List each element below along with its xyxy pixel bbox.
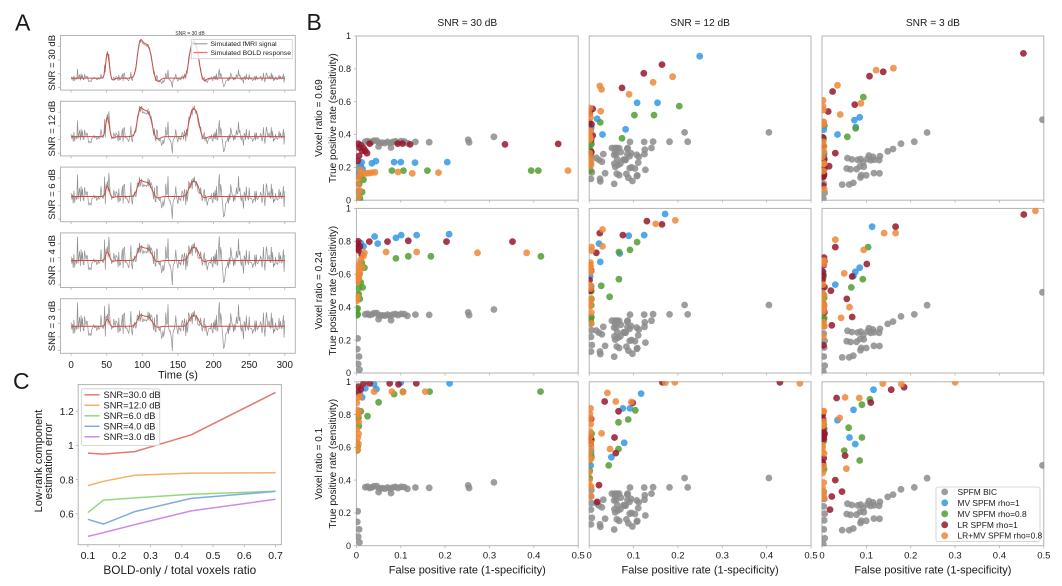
svg-text:SNR = 30 dB: SNR = 30 dB	[437, 18, 497, 29]
svg-text:Simulated BOLD response: Simulated BOLD response	[211, 50, 292, 57]
svg-text:1.2: 1.2	[60, 407, 74, 418]
svg-text:SNR=6.0 dB: SNR=6.0 dB	[104, 411, 156, 421]
svg-text:SNR=3.0 dB: SNR=3.0 dB	[104, 432, 156, 442]
svg-text:SNR = 12 dB: SNR = 12 dB	[47, 101, 58, 157]
svg-text:0.4: 0.4	[338, 475, 351, 485]
svg-text:SNR = 3 dB: SNR = 3 dB	[47, 301, 58, 351]
svg-text:SNR=4.0 dB: SNR=4.0 dB	[104, 422, 156, 432]
svg-text:SPFM BIC: SPFM BIC	[958, 487, 998, 497]
svg-text:0.6: 0.6	[338, 443, 351, 453]
svg-text:Time (s): Time (s)	[158, 370, 198, 382]
svg-text:True positive rate (sensitivit: True positive rate (sensitivity)	[328, 399, 339, 529]
svg-text:0.1: 0.1	[81, 550, 96, 562]
svg-text:0: 0	[346, 541, 351, 551]
svg-text:0.6: 0.6	[237, 550, 252, 562]
svg-text:True positive rate (sensitivit: True positive rate (sensitivity)	[328, 53, 339, 183]
svg-text:SNR = 4 dB: SNR = 4 dB	[47, 235, 58, 285]
svg-text:200: 200	[205, 360, 222, 371]
svg-text:100: 100	[134, 360, 151, 371]
svg-text:0.5: 0.5	[1037, 551, 1050, 562]
svg-text:False positive rate (1-specifi: False positive rate (1-specificity)	[622, 565, 779, 577]
svg-text:False positive rate (1-specifi: False positive rate (1-specificity)	[854, 565, 1011, 577]
svg-text:0: 0	[354, 551, 359, 562]
svg-text:A: A	[15, 9, 31, 35]
svg-text:0.4: 0.4	[174, 550, 189, 562]
svg-text:Low-rank component: Low-rank component	[33, 410, 45, 513]
svg-text:1: 1	[346, 204, 351, 214]
svg-text:0.6: 0.6	[60, 510, 74, 521]
svg-text:SNR = 3 dB: SNR = 3 dB	[906, 18, 960, 29]
svg-text:0.2: 0.2	[338, 335, 351, 345]
svg-text:0.3: 0.3	[716, 551, 729, 562]
svg-text:0.6: 0.6	[338, 269, 351, 279]
svg-text:True positive rate (sensitivit: True positive rate (sensitivity)	[328, 226, 339, 356]
svg-text:SNR = 30 dB: SNR = 30 dB	[175, 31, 205, 37]
svg-text:0.4: 0.4	[338, 130, 351, 140]
svg-text:0: 0	[346, 195, 351, 205]
svg-text:0.8: 0.8	[338, 237, 351, 247]
svg-text:BOLD-only / total voxels ratio: BOLD-only / total voxels ratio	[103, 563, 256, 577]
svg-text:False positive rate (1-specifi: False positive rate (1-specificity)	[389, 565, 546, 577]
svg-text:0.3: 0.3	[483, 551, 496, 562]
svg-text:Voxel ratio = 0.24: Voxel ratio = 0.24	[314, 251, 325, 329]
svg-text:Voxel ratio = 0.1: Voxel ratio = 0.1	[314, 427, 325, 499]
svg-text:C: C	[13, 368, 30, 394]
svg-text:0.5: 0.5	[206, 550, 221, 562]
svg-text:SNR=30.0 dB: SNR=30.0 dB	[104, 390, 161, 400]
svg-text:0: 0	[587, 551, 592, 562]
svg-text:0: 0	[819, 551, 824, 562]
svg-text:SNR = 30 dB: SNR = 30 dB	[47, 35, 58, 91]
svg-text:0.2: 0.2	[438, 551, 451, 562]
svg-text:0.6: 0.6	[338, 97, 351, 107]
svg-text:50: 50	[101, 360, 112, 371]
svg-text:0.1: 0.1	[394, 551, 407, 562]
svg-text:0.7: 0.7	[268, 550, 283, 562]
svg-text:0: 0	[346, 368, 351, 378]
svg-text:LR SPFM rho=1: LR SPFM rho=1	[958, 520, 1019, 530]
svg-text:250: 250	[241, 360, 258, 371]
svg-text:0.2: 0.2	[112, 550, 127, 562]
svg-text:0.1: 0.1	[627, 551, 640, 562]
svg-text:0.3: 0.3	[948, 551, 961, 562]
svg-text:0.8: 0.8	[338, 64, 351, 74]
svg-text:Simulated fMRI signal: Simulated fMRI signal	[211, 41, 278, 48]
svg-text:0.2: 0.2	[338, 508, 351, 518]
svg-text:SNR = 6 dB: SNR = 6 dB	[47, 169, 58, 219]
svg-text:B: B	[307, 9, 322, 35]
svg-text:0.4: 0.4	[527, 551, 540, 562]
svg-text:0.5: 0.5	[572, 551, 585, 562]
svg-text:0.5: 0.5	[804, 551, 817, 562]
svg-text:0.8: 0.8	[338, 410, 351, 420]
svg-text:MV SPFM rho=1: MV SPFM rho=1	[958, 498, 1020, 508]
svg-text:0.4: 0.4	[760, 551, 773, 562]
svg-text:Voxel ratio = 0.69: Voxel ratio = 0.69	[314, 79, 325, 157]
svg-text:0.4: 0.4	[338, 302, 351, 312]
svg-text:1: 1	[346, 31, 351, 41]
svg-text:0.1: 0.1	[860, 551, 873, 562]
svg-text:SNR=12.0 dB: SNR=12.0 dB	[104, 401, 161, 411]
svg-text:0.2: 0.2	[671, 551, 684, 562]
svg-text:0.8: 0.8	[60, 475, 74, 486]
svg-text:1: 1	[68, 441, 74, 452]
svg-text:1: 1	[346, 377, 351, 387]
svg-text:0.3: 0.3	[143, 550, 158, 562]
svg-text:150: 150	[170, 360, 187, 371]
svg-text:300: 300	[277, 360, 294, 371]
svg-text:0.2: 0.2	[338, 163, 351, 173]
svg-text:estimation error: estimation error	[43, 422, 55, 499]
svg-text:0.4: 0.4	[993, 551, 1006, 562]
svg-text:0.2: 0.2	[904, 551, 917, 562]
svg-text:SNR = 12 dB: SNR = 12 dB	[670, 18, 730, 29]
svg-text:MV SPFM rho=0.8: MV SPFM rho=0.8	[958, 509, 1027, 519]
svg-text:0: 0	[68, 360, 74, 371]
svg-text:LR+MV SPFM rho=0.8: LR+MV SPFM rho=0.8	[958, 531, 1043, 541]
